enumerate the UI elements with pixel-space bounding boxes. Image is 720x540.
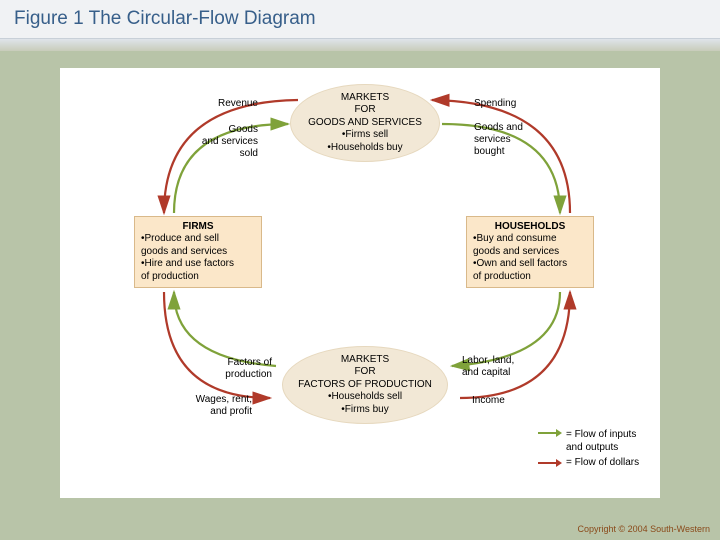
copyright: Copyright © 2004 South-Western xyxy=(577,524,710,534)
oval-bottom: MARKETSFORFACTORS OF PRODUCTION•Househol… xyxy=(282,346,448,424)
label-labor: Labor, land,and capital xyxy=(462,355,514,379)
label-spending: Spending xyxy=(474,98,516,110)
label-goods_buy: Goods andservicesbought xyxy=(474,122,523,158)
label-revenue: Revenue xyxy=(188,98,258,110)
sub-bar xyxy=(0,39,720,51)
rect-left: FIRMS•Produce and sell goods and service… xyxy=(134,216,262,288)
legend: = Flow of inputs and outputs= Flow of do… xyxy=(538,428,639,469)
page-title: Figure 1 The Circular-Flow Diagram xyxy=(0,0,720,39)
label-factors: Factors ofproduction xyxy=(202,357,272,381)
label-income: Income xyxy=(472,395,505,407)
rect-right: HOUSEHOLDS•Buy and consume goods and ser… xyxy=(466,216,594,288)
diagram-canvas: MARKETSFORGOODS AND SERVICES•Firms sell•… xyxy=(60,68,660,498)
label-wages: Wages, rent,and profit xyxy=(172,394,252,418)
oval-top: MARKETSFORGOODS AND SERVICES•Firms sell•… xyxy=(290,84,440,162)
label-goods_sold: Goodsand servicessold xyxy=(182,124,258,160)
